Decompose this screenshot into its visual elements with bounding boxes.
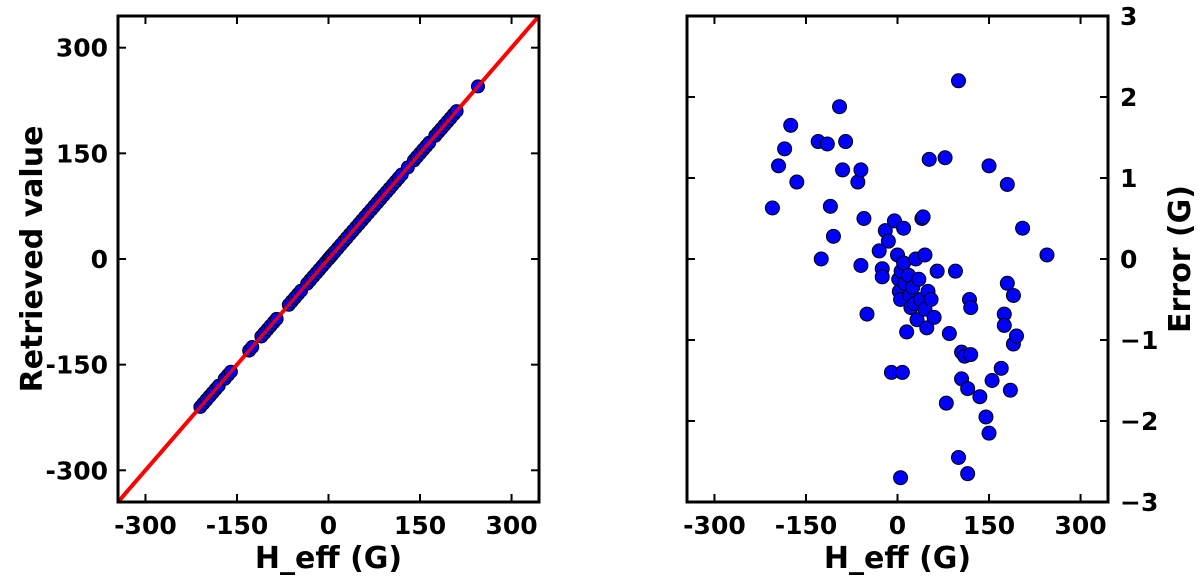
data-point — [1008, 328, 1024, 344]
data-point — [919, 320, 935, 336]
data-point — [825, 228, 841, 244]
data-point — [911, 271, 927, 287]
y-tick-label: −3 — [1120, 488, 1158, 517]
data-point — [856, 211, 872, 226]
data-point — [951, 449, 967, 465]
y-tick-label: −1 — [1120, 326, 1158, 355]
x-axis-label: H_eff (G) — [255, 541, 402, 576]
x-tick-label: -150 — [775, 511, 838, 540]
y-tick-label: 0 — [91, 245, 108, 274]
data-point — [929, 263, 945, 279]
data-point — [960, 381, 976, 397]
x-tick-label: 150 — [394, 511, 446, 540]
data-point — [923, 292, 939, 307]
x-tick-label: 300 — [1054, 511, 1106, 540]
data-point — [853, 257, 869, 273]
data-point — [819, 136, 835, 152]
data-point — [777, 141, 793, 157]
data-point — [996, 317, 1012, 333]
data-point — [981, 425, 997, 441]
data-point — [764, 200, 780, 216]
data-point — [1005, 287, 1021, 303]
y-tick-label: 2 — [1120, 83, 1137, 112]
data-point — [951, 73, 967, 89]
data-point — [917, 247, 933, 263]
x-tick-label: -300 — [114, 511, 177, 540]
data-point — [822, 198, 838, 214]
data-point — [963, 300, 979, 316]
y-tick-label: 0 — [1120, 245, 1137, 274]
x-tick-label: 0 — [889, 511, 906, 540]
data-point — [947, 263, 963, 279]
y-tick-label: -300 — [45, 456, 108, 485]
data-point — [899, 324, 915, 340]
plot-area — [764, 73, 1055, 486]
data-point — [1002, 382, 1018, 398]
data-point — [941, 326, 957, 342]
data-point — [909, 312, 925, 328]
data-point — [963, 347, 979, 363]
x-axis-label: H_eff (G) — [824, 541, 971, 576]
data-point — [981, 158, 997, 174]
y-tick-label: 150 — [56, 139, 108, 168]
data-point — [835, 162, 851, 178]
data-point — [915, 209, 931, 225]
identity-line-overlay — [118, 16, 539, 502]
data-point — [789, 174, 805, 190]
data-point — [984, 373, 1000, 388]
data-point — [783, 117, 799, 133]
data-point — [893, 470, 909, 486]
data-point — [999, 176, 1015, 192]
data-point — [993, 360, 1009, 376]
y-tick-label: 1 — [1120, 164, 1137, 193]
data-point — [853, 162, 869, 178]
data-point — [838, 134, 854, 150]
y-axis-label: Error (G) — [1163, 185, 1198, 333]
data-point — [894, 364, 910, 380]
y-tick-label: 3 — [1120, 2, 1137, 31]
y-tick-label: −2 — [1120, 407, 1158, 436]
data-point — [938, 395, 954, 411]
y-axis-label: Retrieved value — [15, 126, 50, 393]
plot-area — [118, 16, 539, 502]
data-point — [926, 309, 942, 325]
data-point — [771, 158, 787, 174]
data-point — [937, 150, 953, 166]
data-point — [874, 269, 890, 285]
data-point — [1015, 220, 1031, 236]
x-tick-label: 0 — [320, 511, 337, 540]
data-point — [960, 466, 976, 482]
chart-2: -300 -150 0 150 300 −3 −2 −1 0 1 2 3 H_eff (G) Error … — [683, 2, 1198, 576]
data-point — [813, 251, 829, 267]
x-tick-label: -150 — [206, 511, 269, 540]
data-point — [972, 389, 988, 405]
data-point — [859, 306, 875, 322]
x-tick-label: 300 — [485, 511, 537, 540]
data-point — [978, 409, 994, 425]
data-point — [896, 220, 912, 236]
data-point — [999, 275, 1015, 291]
data-point — [871, 243, 887, 259]
y-tick-label: -150 — [45, 351, 108, 380]
x-tick-label: -300 — [683, 511, 746, 540]
data-point — [1039, 247, 1055, 263]
data-point — [921, 151, 937, 167]
data-point — [880, 233, 896, 249]
data-point — [832, 99, 848, 115]
chart-1: -300 -150 0 150 300 -300 -150 0 150 300 H_eff (G) R… — [15, 14, 541, 576]
y-tick-label: 300 — [56, 34, 108, 63]
x-tick-label: 150 — [963, 511, 1015, 540]
